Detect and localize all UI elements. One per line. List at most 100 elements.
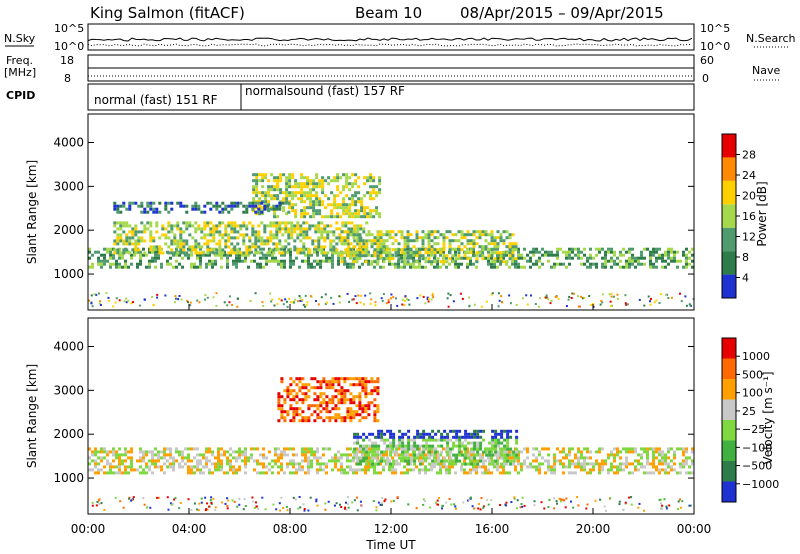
data-cell-3 — [379, 233, 383, 237]
data-cell-0 — [643, 465, 646, 469]
data-cell-0 — [217, 462, 220, 466]
data-cell-0 — [334, 462, 337, 466]
data-cell-0 — [391, 471, 394, 475]
data-cell-1 — [122, 239, 126, 243]
data-cell-3 — [413, 435, 417, 439]
data-cell-1 — [173, 233, 177, 237]
data-cell-1 — [305, 221, 309, 225]
data-cell-0 — [436, 259, 439, 263]
data-cell-3 — [445, 254, 449, 258]
data-cell-1 — [343, 401, 347, 405]
data-cell-2 — [285, 179, 289, 183]
data-cell-0 — [409, 265, 412, 269]
data-cell-0 — [223, 253, 226, 257]
data-cell-2 — [306, 197, 310, 201]
data-cell-0 — [112, 459, 115, 463]
data-cell-3 — [370, 233, 374, 237]
data-cell-0 — [397, 447, 400, 451]
scatter-cell — [252, 500, 255, 503]
data-cell-0 — [646, 471, 649, 475]
data-cell-0 — [547, 468, 550, 472]
data-cell-0 — [496, 459, 499, 463]
data-cell-2 — [330, 212, 334, 216]
data-cell-0 — [439, 471, 442, 475]
data-cell-0 — [166, 459, 169, 463]
data-cell-3 — [484, 233, 488, 237]
data-cell-1 — [122, 230, 126, 234]
data-cell-1 — [176, 221, 180, 225]
data-cell-0 — [271, 465, 274, 469]
scatter-cell — [143, 503, 146, 506]
data-cell-2 — [294, 209, 298, 213]
data-cell-2 — [327, 182, 331, 186]
data-cell-3 — [358, 254, 362, 258]
data-cell-2 — [491, 441, 495, 445]
data-cell-0 — [466, 471, 469, 475]
scatter-cell — [650, 297, 652, 300]
scatter-cell — [309, 496, 312, 499]
data-cell-4 — [209, 201, 213, 205]
data-cell-0 — [592, 262, 595, 266]
data-cell-3 — [352, 233, 356, 237]
data-cell-2 — [506, 438, 510, 442]
data-cell-1 — [361, 389, 365, 393]
data-cell-0 — [124, 459, 127, 463]
scatter-cell — [200, 497, 203, 500]
data-cell-0 — [310, 453, 313, 457]
scatter-cell — [436, 499, 439, 502]
data-cell-1 — [325, 383, 329, 387]
scatter-cell — [509, 302, 512, 305]
data-cell-0 — [682, 447, 685, 451]
data-cell-1 — [224, 233, 228, 237]
data-cell-0 — [511, 456, 514, 460]
data-cell-0 — [289, 247, 292, 251]
data-cell-0 — [352, 247, 355, 251]
data-cell-0 — [583, 462, 586, 466]
data-cell-1 — [308, 227, 312, 231]
nsky-trace — [87, 37, 693, 42]
data-cell-1 — [224, 227, 228, 231]
data-cell-0 — [529, 259, 532, 263]
data-cell-1 — [280, 413, 284, 417]
data-cell-0 — [307, 265, 310, 269]
data-cell-2 — [312, 209, 316, 213]
data-cell-0 — [259, 247, 262, 251]
data-cell-1 — [361, 383, 365, 387]
data-cell-1 — [364, 407, 368, 411]
data-cell-1 — [344, 251, 348, 255]
data-cell-0 — [676, 250, 679, 254]
data-cell-0 — [259, 453, 262, 457]
scatter-cell — [573, 292, 575, 295]
data-cell-1 — [287, 227, 291, 231]
data-cell-0 — [235, 459, 238, 463]
scatter-cell — [490, 293, 493, 296]
data-cell-0 — [535, 447, 538, 451]
data-cell-1 — [325, 380, 329, 384]
data-cell-3 — [436, 236, 440, 240]
data-cell-0 — [544, 459, 547, 463]
data-cell-0 — [586, 471, 589, 475]
data-cell-2 — [321, 179, 325, 183]
data-cell-4 — [236, 204, 240, 208]
data-cell-0 — [166, 453, 169, 457]
data-cell-4 — [215, 204, 219, 208]
data-cell-1 — [302, 230, 306, 234]
data-cell-0 — [667, 256, 670, 260]
data-cell-0 — [427, 468, 430, 472]
data-cell-0 — [628, 247, 631, 251]
data-cell-0 — [613, 250, 616, 254]
data-cell-0 — [658, 471, 661, 475]
scatter-cell — [660, 293, 662, 296]
data-cell-1 — [194, 227, 198, 231]
data-cell-3 — [431, 435, 435, 439]
data-cell-0 — [280, 465, 283, 469]
data-cell-0 — [499, 471, 502, 475]
data-cell-0 — [148, 250, 151, 254]
data-cell-0 — [664, 253, 667, 257]
data-cell-1 — [299, 233, 303, 237]
data-cell-0 — [454, 247, 457, 251]
scatter-cell — [375, 509, 378, 512]
data-cell-1 — [334, 413, 338, 417]
data-cell-0 — [220, 265, 223, 269]
data-cell-3 — [434, 432, 438, 436]
